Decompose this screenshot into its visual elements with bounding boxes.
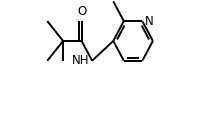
Text: NH: NH [72, 54, 89, 67]
Text: O: O [77, 6, 86, 18]
Text: N: N [145, 15, 154, 28]
